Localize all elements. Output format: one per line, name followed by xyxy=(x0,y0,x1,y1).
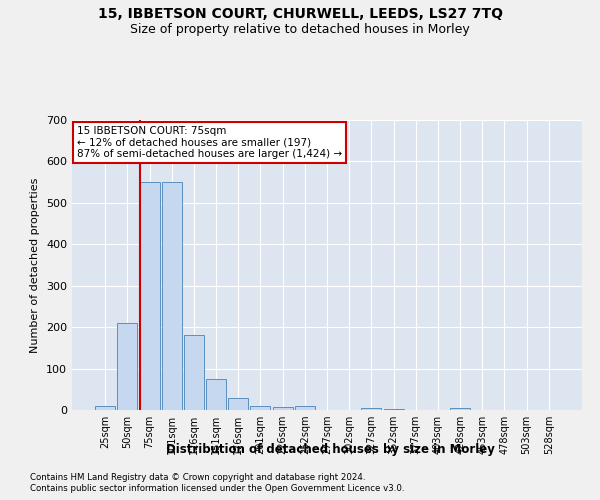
Bar xyxy=(95,406,115,410)
Text: Contains public sector information licensed under the Open Government Licence v3: Contains public sector information licen… xyxy=(30,484,404,493)
Text: Size of property relative to detached houses in Morley: Size of property relative to detached ho… xyxy=(130,22,470,36)
Y-axis label: Number of detached properties: Number of detached properties xyxy=(31,178,40,352)
Bar xyxy=(228,398,248,410)
Bar xyxy=(361,408,382,410)
Bar xyxy=(140,182,160,410)
Bar xyxy=(383,409,404,410)
Text: Distribution of detached houses by size in Morley: Distribution of detached houses by size … xyxy=(166,442,494,456)
Bar xyxy=(250,406,271,410)
Bar xyxy=(118,323,137,410)
Bar xyxy=(184,336,204,410)
Bar xyxy=(206,379,226,410)
Text: 15, IBBETSON COURT, CHURWELL, LEEDS, LS27 7TQ: 15, IBBETSON COURT, CHURWELL, LEEDS, LS2… xyxy=(97,8,503,22)
Bar xyxy=(295,406,315,410)
Text: Contains HM Land Registry data © Crown copyright and database right 2024.: Contains HM Land Registry data © Crown c… xyxy=(30,472,365,482)
Text: 15 IBBETSON COURT: 75sqm
← 12% of detached houses are smaller (197)
87% of semi-: 15 IBBETSON COURT: 75sqm ← 12% of detach… xyxy=(77,126,342,159)
Bar xyxy=(450,408,470,410)
Bar xyxy=(272,407,293,410)
Bar xyxy=(162,182,182,410)
